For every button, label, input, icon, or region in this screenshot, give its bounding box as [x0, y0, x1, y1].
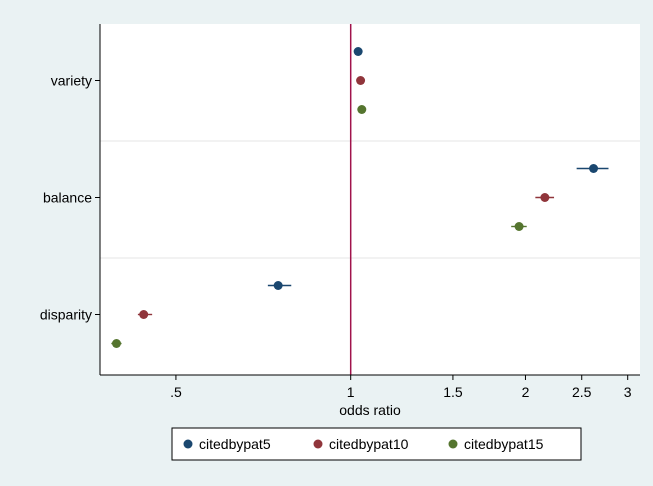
data-point — [139, 310, 149, 319]
data-point — [273, 281, 283, 290]
x-tick-label: 1.5 — [443, 384, 463, 400]
legend-label: citedbypat15 — [464, 436, 544, 452]
data-point — [356, 76, 366, 85]
y-tick-label: disparity — [40, 307, 92, 323]
x-tick-label: 2 — [522, 384, 530, 400]
data-point — [357, 105, 367, 114]
plot-area — [100, 24, 640, 375]
data-point — [589, 164, 599, 173]
data-point — [540, 193, 550, 202]
y-tick-label: balance — [43, 190, 92, 206]
data-point — [514, 222, 524, 231]
x-tick-label: 1 — [347, 384, 355, 400]
legend-marker — [313, 439, 323, 449]
legend-label: citedbypat10 — [329, 436, 409, 452]
data-point — [111, 339, 121, 348]
y-tick-label: variety — [51, 73, 92, 89]
x-tick-label: .5 — [170, 384, 182, 400]
data-point — [353, 47, 363, 56]
x-tick-label: 3 — [624, 384, 632, 400]
legend-marker — [183, 439, 193, 449]
x-tick-label: 2.5 — [572, 384, 592, 400]
legend-marker — [448, 439, 458, 449]
legend-label: citedbypat5 — [199, 436, 271, 452]
x-axis-title: odds ratio — [339, 402, 401, 418]
legend-box — [171, 427, 582, 461]
